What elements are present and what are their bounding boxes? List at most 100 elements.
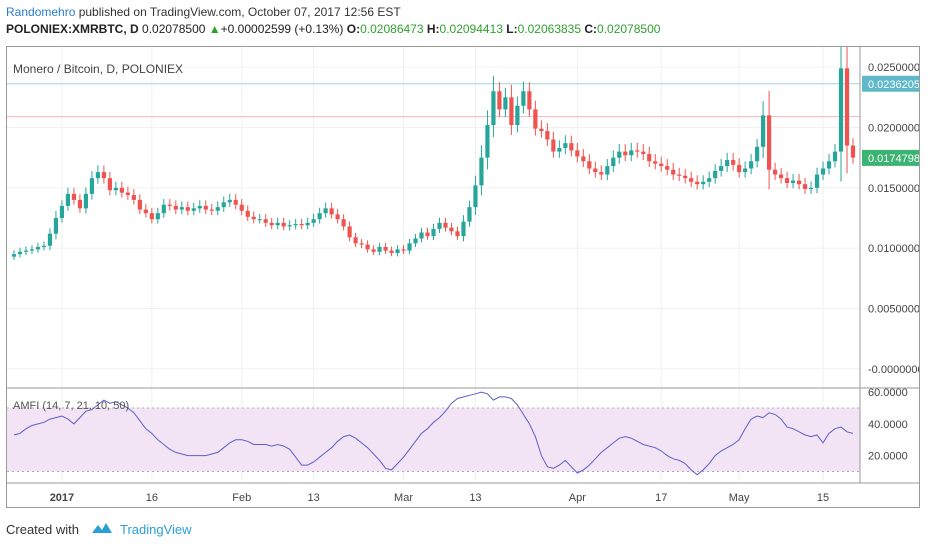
candle (515, 105, 520, 126)
candle (143, 209, 148, 214)
candle (563, 143, 568, 148)
candle (623, 151, 628, 156)
chart-title: Monero / Bitcoin, D, POLONIEX (13, 62, 183, 76)
candle (749, 161, 754, 169)
candle (311, 219, 316, 223)
candle (185, 207, 190, 211)
candle (695, 181, 700, 185)
candle (719, 166, 724, 171)
candle (599, 172, 604, 175)
candle (772, 169, 778, 175)
close-label: C: (584, 22, 598, 36)
candle (41, 245, 47, 247)
time-tick-label: 13 (308, 492, 320, 504)
candle (53, 218, 59, 234)
candle (401, 249, 406, 251)
indicator-title: AMFI (14, 7, 21, 10, 50) (13, 400, 129, 412)
candle (299, 224, 304, 226)
created-with-label: Created with (6, 522, 79, 537)
price-tick-label: 0.00500000 (868, 304, 919, 316)
candle (239, 204, 244, 211)
candle (371, 249, 376, 252)
candle (850, 145, 856, 158)
high-label: H: (426, 22, 440, 36)
candle (731, 160, 736, 165)
candle (395, 249, 400, 254)
time-tick-label: Feb (232, 492, 251, 504)
candle (581, 156, 586, 162)
candle (725, 160, 730, 167)
amfi-tick-label: 40.0000 (868, 419, 908, 431)
author-link[interactable]: Randomehro (6, 5, 76, 19)
candle (689, 178, 694, 182)
candle (167, 204, 172, 206)
candle (551, 139, 556, 152)
candle (179, 207, 184, 210)
low-label: L: (506, 22, 518, 36)
candle (161, 204, 166, 214)
candle (149, 213, 154, 220)
candle (491, 91, 496, 126)
candle (701, 181, 706, 185)
price-tick-label: -0.00000000 (868, 364, 919, 376)
candle (209, 209, 214, 211)
price-badge (862, 149, 919, 166)
candle (575, 150, 580, 157)
candle (377, 246, 382, 252)
candle (323, 208, 328, 214)
candle (587, 161, 592, 169)
candle (389, 250, 394, 254)
candle (251, 216, 256, 220)
candle (317, 213, 322, 220)
publish-line: Randomehro published on TradingView.com,… (6, 4, 906, 21)
candle (29, 249, 35, 251)
candle (665, 166, 670, 170)
amfi-tick-label: 60.0000 (868, 387, 908, 399)
candle (473, 185, 478, 208)
candle (107, 178, 112, 191)
candle (647, 154, 652, 162)
candle (263, 219, 268, 223)
candle (335, 214, 340, 220)
candle (485, 125, 490, 158)
candle (77, 199, 83, 209)
candle (557, 147, 562, 152)
candle (497, 91, 502, 110)
candle (737, 164, 742, 173)
time-tick-label: Apr (569, 492, 586, 504)
grid (7, 47, 860, 481)
tradingview-brand[interactable]: TradingView (120, 522, 192, 537)
candle (449, 227, 454, 232)
candle (431, 228, 436, 237)
candle (11, 254, 17, 257)
candle (353, 237, 358, 244)
candle (215, 207, 220, 211)
candle (796, 180, 802, 185)
candle (293, 224, 298, 226)
candle (778, 174, 784, 179)
candle (461, 221, 466, 237)
candle (808, 187, 814, 190)
candle (467, 207, 472, 222)
candle (365, 244, 370, 250)
candle (89, 178, 95, 194)
candle (539, 128, 544, 132)
candle (443, 222, 448, 228)
candle (269, 222, 274, 226)
candle (383, 246, 388, 251)
candle (245, 210, 250, 217)
candle (635, 150, 640, 152)
candle (59, 205, 65, 218)
candle (287, 225, 292, 227)
candle (155, 213, 160, 220)
time-tick-label: May (729, 492, 750, 504)
candle (437, 222, 442, 229)
candle (341, 219, 346, 227)
time-tick-label: 16 (146, 492, 158, 504)
candle (593, 168, 598, 173)
tradingview-logo-icon[interactable] (91, 517, 113, 545)
